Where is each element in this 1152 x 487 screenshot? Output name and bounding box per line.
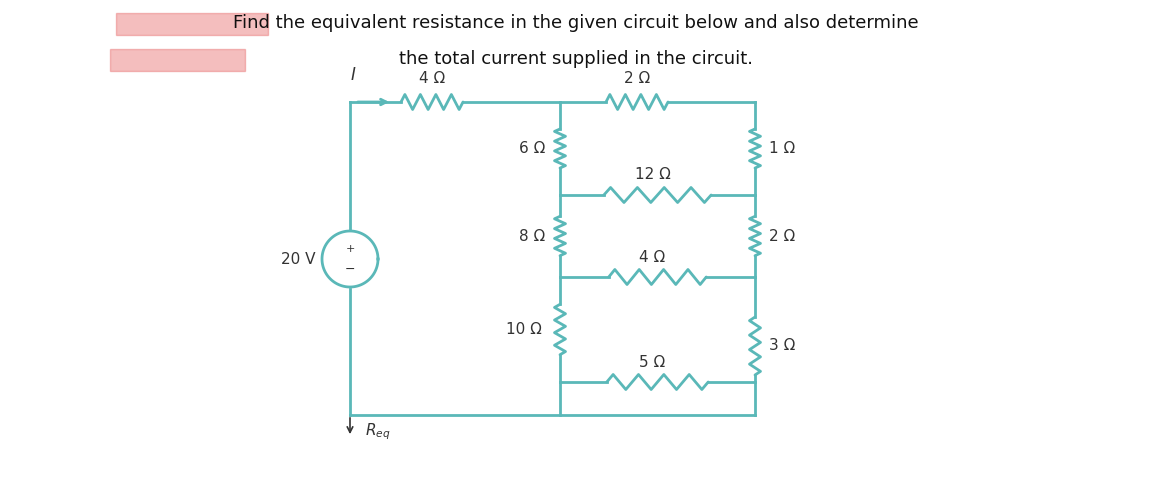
Text: $R_{eq}$: $R_{eq}$ <box>365 421 391 442</box>
Text: the total current supplied in the circuit.: the total current supplied in the circui… <box>399 50 753 68</box>
Text: 12 Ω: 12 Ω <box>635 167 670 182</box>
Text: 6 Ω: 6 Ω <box>518 141 545 156</box>
FancyBboxPatch shape <box>109 49 245 71</box>
Text: +: + <box>346 244 355 254</box>
Text: 2 Ω: 2 Ω <box>770 228 795 244</box>
Text: $I$: $I$ <box>350 66 356 84</box>
Text: 4 Ω: 4 Ω <box>639 250 666 265</box>
Text: −: − <box>344 262 355 276</box>
Text: 2 Ω: 2 Ω <box>624 71 650 86</box>
Text: 10 Ω: 10 Ω <box>506 322 541 337</box>
Text: 4 Ω: 4 Ω <box>419 71 445 86</box>
Text: 5 Ω: 5 Ω <box>639 355 666 370</box>
Text: 20 V: 20 V <box>281 251 316 266</box>
Text: 3 Ω: 3 Ω <box>770 338 795 354</box>
FancyBboxPatch shape <box>116 13 268 35</box>
Text: 8 Ω: 8 Ω <box>518 228 545 244</box>
Text: 1 Ω: 1 Ω <box>770 141 795 156</box>
Text: Find the equivalent resistance in the given circuit below and also determine: Find the equivalent resistance in the gi… <box>233 14 919 32</box>
